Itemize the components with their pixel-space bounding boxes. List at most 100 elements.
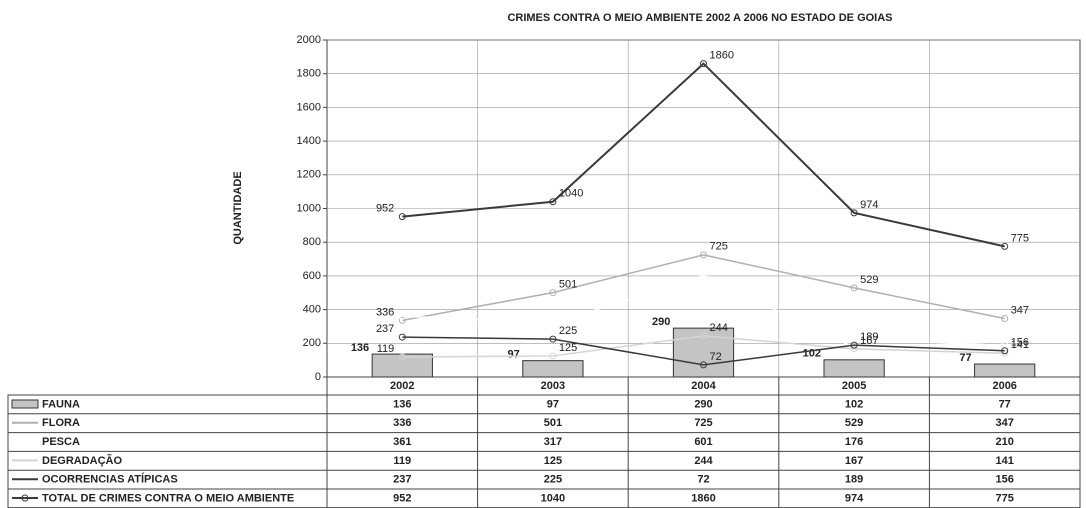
line: [402, 254, 1005, 322]
table-cell: 361: [393, 436, 411, 448]
bar: [974, 363, 1036, 378]
data-label: 141: [1011, 339, 1029, 351]
table-cell: 77: [999, 398, 1011, 410]
data-label: 225: [559, 325, 577, 337]
table-cell: 290: [694, 398, 712, 410]
line: [402, 336, 1005, 366]
data-label: 77: [959, 352, 971, 364]
table-cell: 336: [393, 417, 411, 429]
point: [700, 272, 707, 280]
point: [549, 289, 557, 297]
table-cell: 189: [845, 474, 863, 486]
y-axis-label: QUANTIDADE: [232, 171, 244, 244]
table-cell: 244: [694, 455, 713, 467]
table-cell: 1860: [691, 492, 715, 504]
point: [850, 341, 858, 349]
table-cell: 102: [845, 398, 863, 410]
point: [1001, 242, 1009, 250]
line: [402, 274, 1005, 349]
x-tick-label: 2004: [691, 380, 716, 392]
point: [850, 284, 858, 292]
data-label: 1860: [710, 49, 734, 61]
table-cell: 529: [845, 417, 863, 429]
data-label: 1040: [559, 188, 583, 200]
data-label: 189: [860, 331, 878, 343]
data-label: 347: [1011, 304, 1029, 316]
legend-label: OCORRENCIAS ATÍPICAS: [42, 473, 178, 486]
line: [402, 335, 1005, 358]
table-cell: 347: [996, 417, 1014, 429]
data-label: 725: [710, 241, 728, 253]
legend-label: PESCA: [42, 436, 80, 448]
table-cell: 974: [845, 492, 864, 504]
table-cell: 317: [544, 436, 562, 448]
table-cell: 225: [544, 474, 562, 486]
table-cell: 141: [996, 455, 1014, 467]
table-cell: 501: [544, 417, 562, 429]
line: [402, 62, 1005, 248]
table-cell: 97: [547, 398, 559, 410]
data-label: 119: [377, 343, 395, 355]
point: [398, 316, 406, 324]
table-cell: 237: [393, 474, 411, 486]
data-label: 501: [559, 278, 577, 290]
legend-label: TOTAL DE CRIMES CONTRA O MEIO AMBIENTE: [42, 492, 294, 504]
table-cell: 167: [845, 455, 863, 467]
table-cell: 125: [544, 455, 562, 467]
point: [1001, 338, 1009, 346]
data-label: 952: [376, 202, 394, 214]
bar: [522, 360, 584, 378]
data-label: 156: [1011, 337, 1029, 349]
point: [1001, 315, 1009, 323]
data-label: 336: [376, 306, 394, 318]
legend-label: FAUNA: [42, 398, 80, 410]
point: [1001, 347, 1009, 355]
point: [398, 333, 406, 341]
point: [700, 332, 707, 340]
point: [398, 213, 406, 221]
table-cell: 952: [393, 492, 411, 504]
data-label: 290: [652, 316, 670, 328]
chart-title: CRIMES CONTRA O MEIO AMBIENTE 2002 A 200…: [507, 12, 892, 24]
table-cell: 72: [697, 474, 709, 486]
x-tick-label: 2003: [541, 380, 565, 392]
table-cell: 601: [694, 436, 712, 448]
y-tick-label: 2000: [297, 34, 321, 46]
point: [398, 353, 406, 361]
point: [700, 361, 707, 369]
data-label: 167: [860, 335, 878, 347]
bar: [823, 359, 885, 378]
legend-marker: [21, 494, 29, 502]
legend-label: FLORA: [42, 417, 80, 429]
data-label: 97: [508, 349, 520, 361]
y-tick-label: 200: [303, 337, 321, 349]
data-label: 72: [710, 351, 722, 363]
point: [549, 335, 557, 343]
x-tick-label: 2005: [842, 380, 866, 392]
data-label: 529: [860, 274, 878, 286]
point: [549, 198, 557, 206]
table-cell: 119: [393, 455, 411, 467]
y-tick-label: 400: [303, 304, 321, 316]
legend-marker: [11, 399, 39, 409]
data-label: 237: [376, 323, 394, 335]
point: [700, 251, 707, 259]
x-tick-label: 2006: [992, 380, 1016, 392]
y-tick-label: 1600: [297, 101, 321, 113]
y-tick-label: 0: [315, 371, 321, 383]
y-tick-label: 1200: [297, 169, 321, 181]
y-tick-label: 1800: [297, 68, 321, 80]
point: [549, 352, 557, 360]
data-label: 244: [710, 322, 728, 334]
point: [700, 60, 707, 68]
table-cell: 210: [996, 436, 1014, 448]
data-label: 974: [860, 199, 878, 211]
y-tick-label: 1400: [297, 135, 321, 147]
legend-label: DEGRADAÇÃO: [42, 454, 123, 467]
y-tick-label: 800: [303, 236, 321, 248]
point: [850, 209, 858, 217]
y-tick-label: 1000: [297, 202, 321, 214]
table-cell: 775: [996, 492, 1014, 504]
table-cell: 176: [845, 436, 863, 448]
